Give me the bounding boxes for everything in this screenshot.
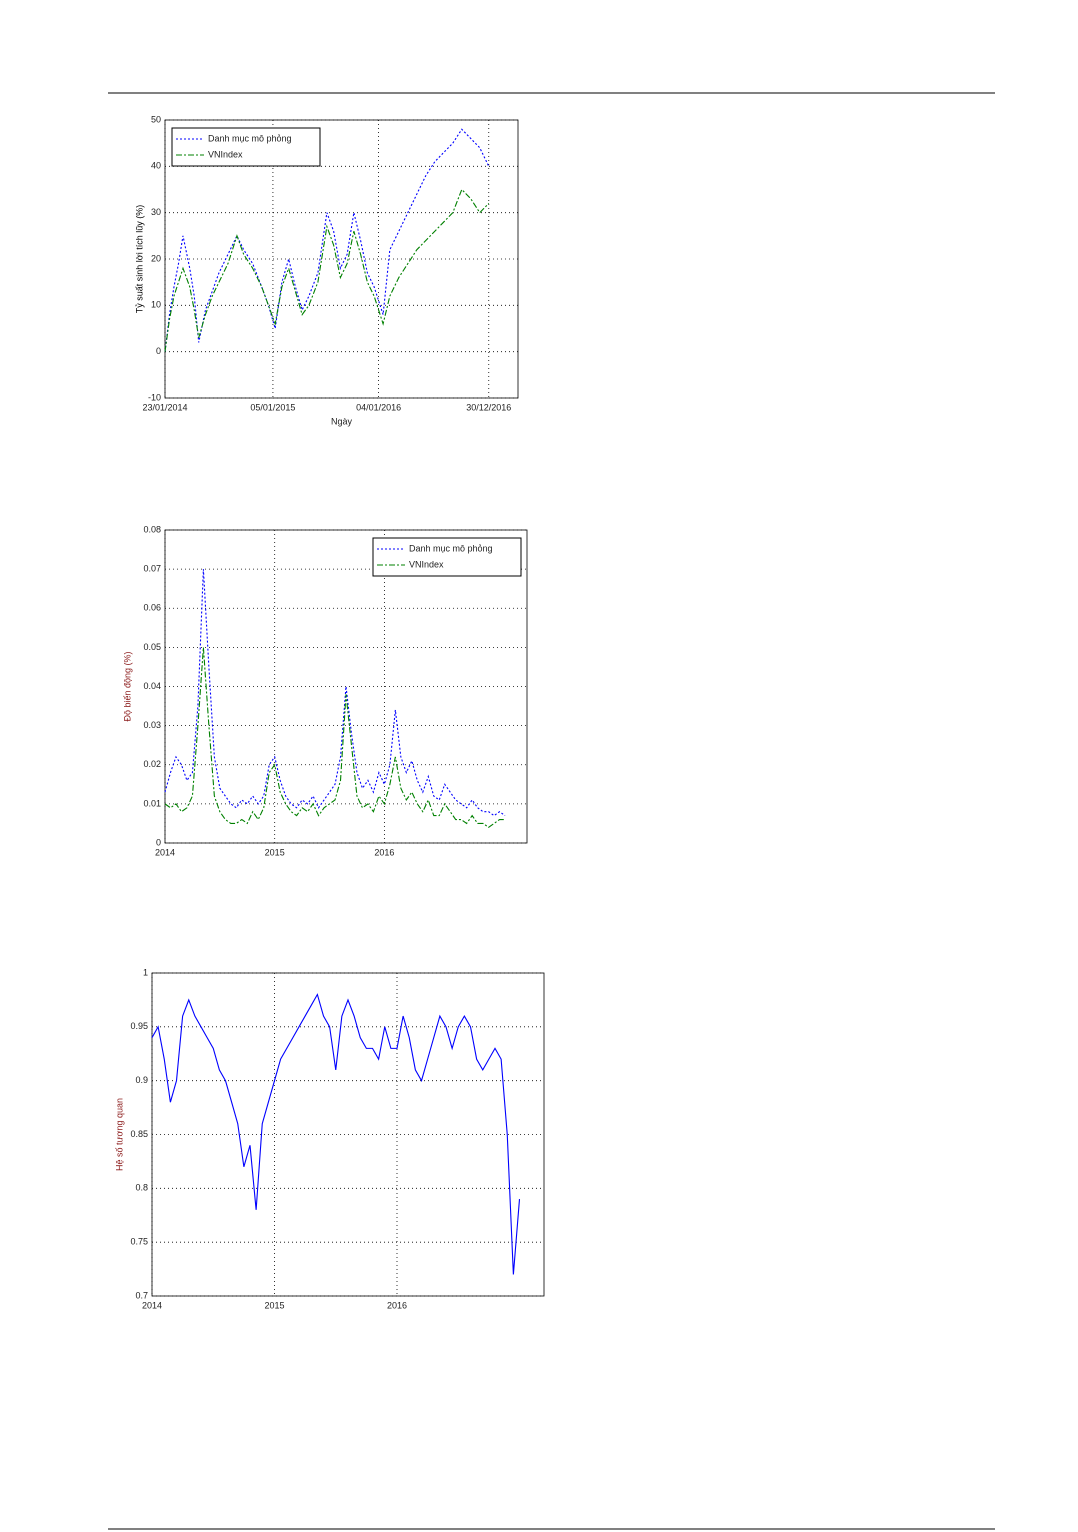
y-tick-label: 0.01	[143, 798, 161, 808]
y-tick-label: 0.06	[143, 603, 161, 613]
x-tick-label: 30/12/2016	[466, 402, 511, 412]
data-line	[151, 993, 521, 1275]
y-tick-label: -10	[148, 392, 161, 402]
y-tick-label: 0.07	[143, 564, 161, 574]
y-tick-label: 0.08	[143, 524, 161, 534]
legend-label: Danh mục mô phỏng	[208, 133, 292, 143]
y-tick-label: 0.04	[143, 681, 161, 691]
y-tick-label: 1	[143, 967, 148, 977]
legend-label: Danh mục mô phỏng	[409, 543, 493, 553]
y-tick-label: 0.95	[130, 1021, 148, 1031]
y-tick-label: 40	[151, 161, 161, 171]
y-tick-label: 0.85	[130, 1129, 148, 1139]
x-tick-label: 2014	[155, 847, 175, 857]
y-tick-label: 50	[151, 114, 161, 124]
x-tick-label: 2014	[142, 1300, 162, 1310]
y-tick-label: 0.9	[135, 1075, 148, 1085]
data-line	[164, 128, 490, 352]
x-tick-label: 2015	[265, 847, 285, 857]
x-axis-label: Ngày	[331, 416, 353, 426]
data-line	[164, 569, 506, 817]
y-axis-label: Hệ số tương quan	[114, 1098, 124, 1171]
y-axis-label: Độ biến động (%)	[122, 651, 132, 721]
legend-label: VNIndex	[409, 559, 444, 569]
x-tick-label: 05/01/2015	[250, 402, 295, 412]
y-tick-label: 0	[156, 837, 161, 847]
y-tick-label: 10	[151, 300, 161, 310]
y-tick-label: 0.75	[130, 1237, 148, 1247]
y-tick-label: 0.7	[135, 1290, 148, 1300]
x-tick-label: 23/01/2014	[142, 402, 187, 412]
y-tick-label: 0.05	[143, 642, 161, 652]
y-tick-label: 20	[151, 253, 161, 263]
y-tick-label: 0.8	[135, 1183, 148, 1193]
y-axis-label: Tỷ suất sinh lời tích lũy (%)	[134, 205, 144, 313]
x-tick-label: 2016	[374, 847, 394, 857]
y-tick-label: 30	[151, 207, 161, 217]
y-tick-label: 0	[156, 346, 161, 356]
y-tick-label: 0.03	[143, 720, 161, 730]
y-tick-label: 0.02	[143, 759, 161, 769]
legend-box	[372, 537, 522, 577]
x-tick-label: 2015	[264, 1300, 284, 1310]
x-tick-label: 2016	[387, 1300, 407, 1310]
data-line	[164, 188, 490, 352]
x-tick-label: 04/01/2016	[356, 402, 401, 412]
legend-box	[171, 127, 321, 167]
data-line	[164, 647, 506, 829]
legend-label: VNIndex	[208, 149, 243, 159]
